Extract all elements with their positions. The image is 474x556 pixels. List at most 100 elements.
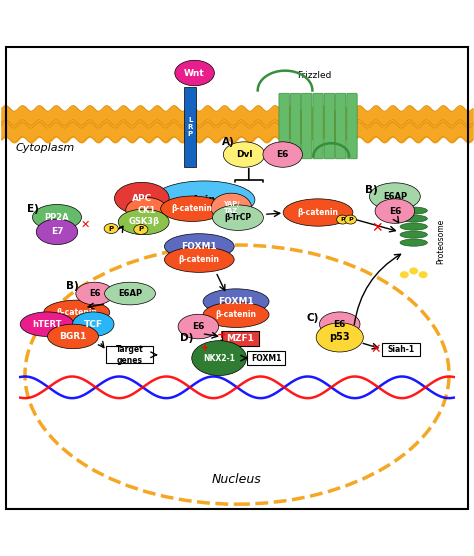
Ellipse shape	[76, 282, 114, 305]
Text: MZF1: MZF1	[227, 334, 254, 343]
Ellipse shape	[44, 300, 110, 325]
Text: E6: E6	[192, 322, 205, 331]
Text: ✕: ✕	[372, 221, 383, 235]
Ellipse shape	[178, 314, 219, 339]
FancyBboxPatch shape	[106, 346, 153, 363]
Text: E6: E6	[389, 207, 401, 216]
Ellipse shape	[115, 182, 169, 215]
Ellipse shape	[126, 197, 167, 223]
Text: A): A)	[222, 137, 235, 147]
Text: +: +	[217, 330, 227, 340]
Text: E6AP: E6AP	[118, 289, 142, 298]
Ellipse shape	[175, 60, 214, 86]
Text: β-catenin: β-catenin	[56, 308, 97, 317]
Text: +: +	[201, 342, 209, 353]
Text: B): B)	[365, 185, 378, 195]
FancyBboxPatch shape	[222, 331, 259, 346]
Text: FOXM1: FOXM1	[218, 297, 254, 306]
Text: D): D)	[180, 333, 193, 343]
Ellipse shape	[203, 289, 269, 314]
Ellipse shape	[36, 219, 78, 245]
Ellipse shape	[105, 282, 155, 305]
Ellipse shape	[283, 199, 353, 226]
Text: APC: APC	[132, 194, 152, 203]
Text: Proteosome: Proteosome	[436, 219, 445, 264]
Text: β-TrCP: β-TrCP	[224, 213, 252, 222]
FancyBboxPatch shape	[290, 93, 301, 159]
Ellipse shape	[118, 209, 169, 235]
Ellipse shape	[20, 312, 74, 336]
Ellipse shape	[153, 181, 255, 219]
Ellipse shape	[33, 205, 82, 230]
Text: β-catenin: β-catenin	[179, 255, 220, 264]
Text: β-catenin: β-catenin	[216, 310, 256, 319]
Text: CK1: CK1	[137, 206, 156, 215]
Ellipse shape	[223, 142, 265, 167]
Text: L
R
P: L R P	[188, 117, 193, 137]
Text: p53: p53	[329, 332, 350, 342]
Text: YAP/
TAZ: YAP/ TAZ	[223, 201, 239, 214]
Text: β-catenin: β-catenin	[298, 208, 338, 217]
Ellipse shape	[400, 215, 428, 222]
FancyBboxPatch shape	[279, 93, 289, 159]
Ellipse shape	[161, 196, 224, 221]
Text: Axin: Axin	[192, 195, 216, 205]
FancyBboxPatch shape	[324, 93, 335, 159]
Ellipse shape	[400, 223, 428, 230]
Ellipse shape	[47, 324, 99, 349]
Ellipse shape	[319, 312, 360, 336]
Text: P: P	[109, 226, 114, 231]
Ellipse shape	[203, 302, 269, 327]
Text: Frizzled: Frizzled	[298, 71, 332, 80]
Text: TCF: TCF	[84, 320, 103, 329]
Ellipse shape	[400, 207, 428, 214]
Text: ✕: ✕	[371, 343, 381, 356]
Text: β-catenin: β-catenin	[172, 204, 213, 214]
Ellipse shape	[337, 215, 348, 224]
Text: FOXM1: FOXM1	[251, 354, 282, 363]
Text: B): B)	[66, 281, 79, 291]
Text: Nucleus: Nucleus	[212, 473, 262, 486]
Ellipse shape	[400, 231, 428, 238]
Text: FOXM1: FOXM1	[182, 242, 217, 251]
Text: Target
genes: Target genes	[116, 345, 144, 365]
Ellipse shape	[409, 267, 418, 275]
Text: E7: E7	[51, 227, 63, 236]
Text: C): C)	[307, 313, 319, 323]
Ellipse shape	[419, 271, 428, 278]
Ellipse shape	[104, 224, 118, 234]
Text: NKX2-1: NKX2-1	[203, 354, 235, 363]
FancyBboxPatch shape	[247, 351, 285, 365]
FancyBboxPatch shape	[336, 93, 346, 159]
Text: GSK3β: GSK3β	[128, 217, 159, 226]
Ellipse shape	[263, 142, 302, 167]
Ellipse shape	[211, 193, 252, 222]
Text: hTERT: hTERT	[32, 320, 62, 329]
Text: PP2A: PP2A	[45, 213, 69, 222]
Text: E6AP: E6AP	[383, 192, 407, 201]
Ellipse shape	[164, 234, 234, 259]
Ellipse shape	[164, 247, 234, 272]
Ellipse shape	[345, 215, 356, 224]
Text: ✕: ✕	[81, 220, 90, 230]
Ellipse shape	[369, 183, 420, 210]
Ellipse shape	[134, 225, 148, 235]
Ellipse shape	[212, 205, 264, 230]
Ellipse shape	[73, 312, 114, 336]
Text: P: P	[138, 226, 144, 232]
Text: Dvl: Dvl	[236, 150, 252, 159]
Ellipse shape	[400, 271, 409, 278]
Ellipse shape	[192, 341, 246, 375]
Text: E6: E6	[334, 320, 346, 329]
Text: BGR1: BGR1	[59, 332, 87, 341]
FancyBboxPatch shape	[313, 93, 323, 159]
Text: Wnt: Wnt	[184, 68, 205, 77]
FancyBboxPatch shape	[382, 343, 420, 356]
Ellipse shape	[400, 239, 428, 246]
Text: Cytoplasm: Cytoplasm	[16, 143, 75, 153]
Text: E6: E6	[276, 150, 289, 159]
Text: E6: E6	[89, 289, 100, 298]
Text: Siah-1: Siah-1	[387, 345, 415, 354]
Text: E): E)	[27, 204, 39, 214]
Text: P: P	[348, 217, 353, 222]
